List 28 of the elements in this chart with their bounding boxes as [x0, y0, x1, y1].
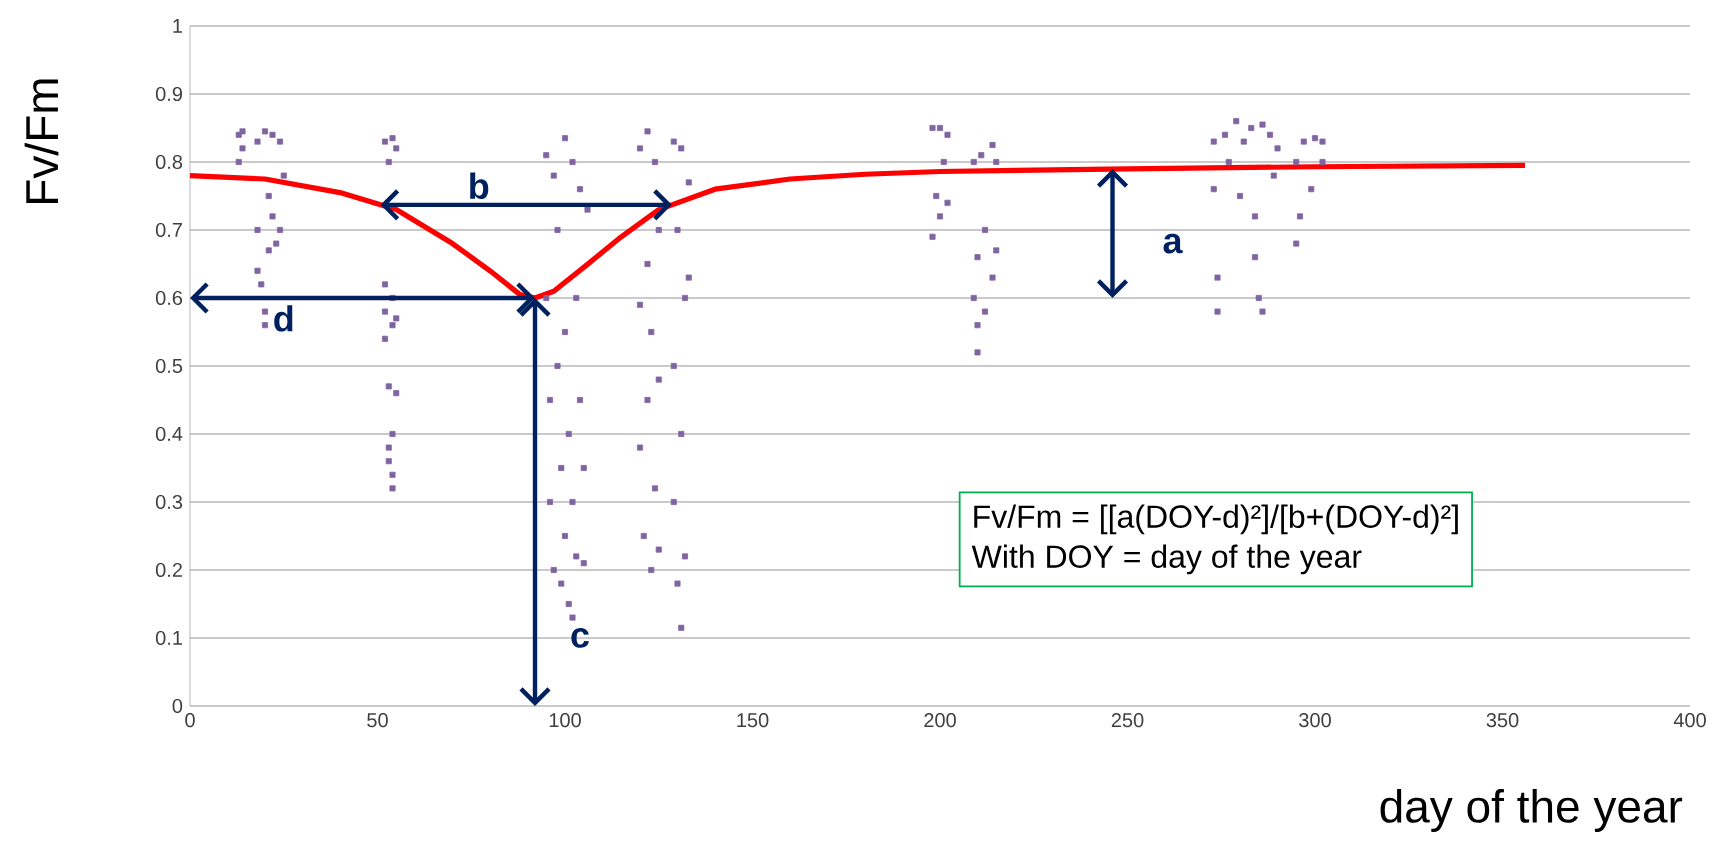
annotation: With DOY = day of the year: [971, 544, 1362, 575]
y-tick-label: 0.8: [155, 154, 183, 170]
x-tick-label: 150: [737, 713, 769, 728]
y-tick-label: 0.3: [155, 494, 183, 510]
y-tick-label: 0.1: [155, 630, 182, 646]
y-tick-label: 0.5: [155, 358, 183, 374]
x-tick-label: 100: [549, 713, 581, 728]
x-tick-label: 300: [1299, 713, 1331, 728]
x-tick-label: 200: [924, 713, 956, 728]
annotation: b: [470, 172, 489, 199]
y-tick-label: 0.2: [155, 562, 182, 578]
y-tick-label: 0.9: [155, 86, 183, 102]
annotation: c: [571, 628, 589, 648]
annotation: a: [1163, 233, 1183, 254]
x-tick-label: 350: [1486, 713, 1519, 728]
x-axis-title: day of the year: [1380, 789, 1683, 832]
annotation: Fv/Fm = [[a(DOY-d)²]/[b+(DOY-d)²]: [974, 504, 1458, 535]
x-tick-label: 250: [1111, 713, 1144, 728]
x-tick-label: 0: [185, 713, 195, 728]
x-tick-label: 400: [1673, 713, 1706, 728]
y-tick-label: 1: [173, 19, 182, 33]
y-tick-label: 0.7: [155, 222, 182, 238]
y-tick-label: 0.6: [155, 290, 183, 306]
y-tick-label: 0: [172, 698, 183, 714]
y-axis-title: Fv/Fm: [24, 79, 59, 203]
x-tick-label: 50: [367, 713, 388, 728]
y-tick-label: 0.4: [155, 426, 183, 442]
annotation: d: [274, 305, 293, 332]
